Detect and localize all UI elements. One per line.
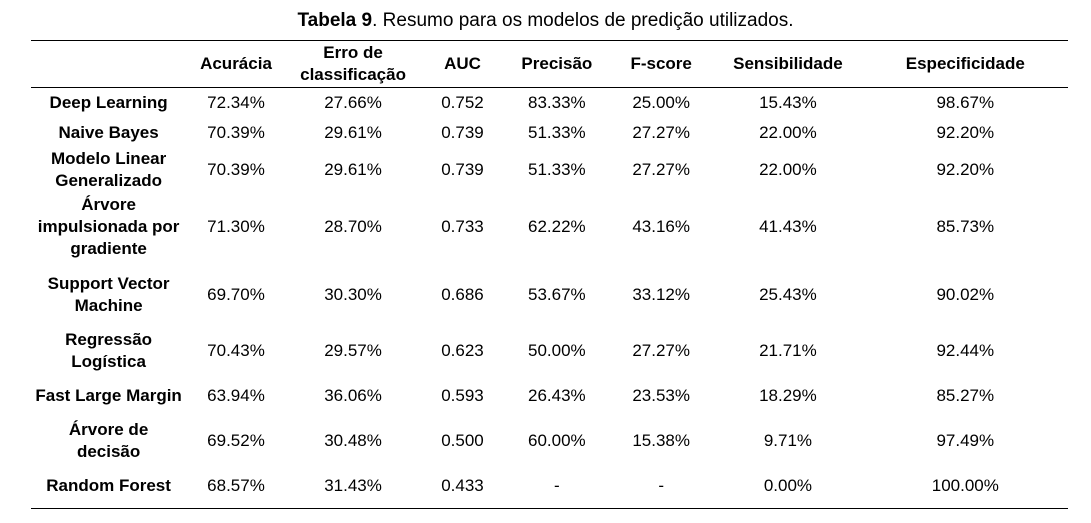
- cell-erro-classificacao: 31.43%: [324, 475, 382, 495]
- cell-precisao: 51.33%: [528, 122, 586, 142]
- cell-especificidade: 92.20%: [936, 160, 995, 179]
- row-model-name: Random Forest: [46, 475, 171, 495]
- cell-especificidade: 92.20%: [936, 122, 995, 142]
- cell-f-score: 43.16%: [632, 216, 690, 236]
- cell-sensibilidade: 0.00%: [763, 475, 813, 495]
- cell-erro-classificacao: 29.57%: [324, 341, 382, 360]
- cell-precisao: 62.22%: [528, 216, 586, 236]
- cell-precisao: 83.33%: [528, 92, 586, 112]
- cell-auc: 0.739: [441, 160, 484, 179]
- cell-f-score: 33.12%: [632, 284, 690, 304]
- header-cell-sensibilidade: Sensibilidade: [733, 54, 843, 73]
- cell-erro-classificacao: 28.70%: [324, 216, 382, 236]
- cell-precisao: 60.00%: [528, 431, 586, 450]
- cell-f-score: 27.27%: [632, 122, 690, 142]
- cell-especificidade: 85.27%: [936, 386, 995, 405]
- cell-erro-classificacao: 29.61%: [324, 160, 382, 179]
- header-cell-acuracia: Acurácia: [200, 54, 272, 73]
- cell-erro-classificacao: 30.30%: [324, 284, 382, 304]
- header-cell-f-score: F-score: [630, 54, 692, 73]
- cell-auc: 0.623: [441, 341, 484, 360]
- header-cell-auc: AUC: [444, 54, 481, 73]
- cell-f-score: 27.27%: [632, 341, 690, 360]
- table-caption: Tabela 9. Resumo para os modelos de pred…: [0, 8, 1091, 34]
- cell-sensibilidade: 22.00%: [759, 160, 817, 179]
- cell-especificidade: 90.02%: [936, 284, 995, 304]
- cell-precisao: -: [554, 475, 560, 495]
- cell-acuracia: 68.57%: [207, 475, 265, 495]
- cell-precisao: 51.33%: [528, 160, 586, 179]
- table-row: Naive Bayes 70.39% 29.61% 0.739 51.33% 27.27%…: [31, 118, 1068, 148]
- table-row: Regressão Logística 70.43% 29.57% 0.623 50.0…: [31, 329, 1068, 374]
- table-caption-label: Tabela 9: [297, 10, 373, 31]
- header-cell-especificidade: Especificidade: [905, 54, 1025, 73]
- cell-precisao: 50.00%: [528, 341, 586, 360]
- cell-precisao: 26.43%: [528, 386, 586, 405]
- row-model-name: Regressão Logística: [65, 330, 153, 371]
- cell-precisao: 53.67%: [528, 284, 586, 304]
- row-model-name: Deep Learning: [49, 92, 168, 112]
- cell-acuracia: 69.52%: [207, 431, 265, 450]
- cell-especificidade: 100.00%: [931, 475, 999, 495]
- cell-acuracia: 70.39%: [207, 122, 265, 142]
- row-model-name: Naive Bayes: [58, 122, 159, 142]
- header-cell-erro-classificacao: Erro de classificação: [300, 43, 406, 84]
- cell-sensibilidade: 9.71%: [763, 431, 813, 450]
- cell-sensibilidade: 22.00%: [759, 122, 817, 142]
- row-model-name: Árvore impulsionada por gradiente: [37, 194, 180, 258]
- cell-f-score: 27.27%: [632, 160, 690, 179]
- cell-auc: 0.752: [441, 92, 484, 112]
- cell-sensibilidade: 21.71%: [759, 341, 817, 360]
- table-row: Modelo Linear Generalizado 70.39% 29.61% 0.…: [31, 148, 1068, 193]
- table-caption-text: . Resumo para os modelos de predição uti…: [372, 10, 794, 31]
- cell-acuracia: 70.39%: [207, 160, 265, 179]
- table-row: Support Vector Machine 69.70% 30.30% 0.686 5…: [31, 261, 1068, 329]
- cell-auc: 0.733: [441, 216, 484, 236]
- cell-sensibilidade: 15.43%: [759, 92, 817, 112]
- results-table: Acurácia Erro de classificação AUC Preci…: [31, 40, 1068, 509]
- cell-acuracia: 63.94%: [207, 386, 265, 405]
- header-row: Acurácia Erro de classificação AUC Preci…: [31, 40, 1068, 88]
- table-row: Random Forest 68.57% 31.43% 0.433 - - 0.00% 100…: [31, 464, 1068, 509]
- table-body: Deep Learning 72.34% 27.66% 0.752 83.33% 25.0…: [31, 88, 1068, 509]
- row-model-name: Árvore de decisão: [68, 420, 149, 461]
- cell-especificidade: 85.73%: [936, 216, 995, 236]
- cell-especificidade: 97.49%: [936, 431, 995, 450]
- row-model-name: Modelo Linear Generalizado: [50, 149, 167, 190]
- cell-auc: 0.433: [441, 475, 484, 495]
- cell-f-score: 25.00%: [632, 92, 690, 112]
- header-cell-precisao: Precisão: [521, 54, 593, 73]
- cell-acuracia: 71.30%: [207, 216, 265, 236]
- cell-especificidade: 92.44%: [936, 341, 995, 360]
- cell-acuracia: 72.34%: [207, 92, 265, 112]
- row-model-name: Fast Large Margin: [35, 386, 182, 405]
- cell-sensibilidade: 18.29%: [759, 386, 817, 405]
- cell-sensibilidade: 41.43%: [759, 216, 817, 236]
- cell-auc: 0.739: [441, 122, 484, 142]
- table-header: Acurácia Erro de classificação AUC Preci…: [31, 40, 1068, 88]
- cell-erro-classificacao: 29.61%: [324, 122, 382, 142]
- cell-erro-classificacao: 36.06%: [324, 386, 382, 405]
- table-row: Fast Large Margin 63.94% 36.06% 0.593 26.43%…: [31, 374, 1068, 419]
- row-model-name: Support Vector Machine: [47, 273, 170, 315]
- cell-erro-classificacao: 27.66%: [324, 92, 382, 112]
- cell-erro-classificacao: 30.48%: [324, 431, 382, 450]
- cell-f-score: -: [658, 475, 664, 495]
- cell-auc: 0.593: [441, 386, 484, 405]
- table-row: Deep Learning 72.34% 27.66% 0.752 83.33% 25.0…: [31, 88, 1068, 118]
- cell-auc: 0.686: [441, 284, 484, 304]
- cell-especificidade: 98.67%: [936, 92, 995, 112]
- table-row: Árvore de decisão 69.52% 30.48% 0.500 60.00%…: [31, 419, 1068, 464]
- table-row: Árvore impulsionada por gradiente 71.30% 2…: [31, 193, 1068, 261]
- cell-f-score: 23.53%: [632, 386, 690, 405]
- cell-f-score: 15.38%: [632, 431, 690, 450]
- cell-acuracia: 70.43%: [207, 341, 265, 360]
- cell-acuracia: 69.70%: [207, 284, 265, 304]
- cell-auc: 0.500: [441, 431, 484, 450]
- header-cell-model: [31, 41, 186, 88]
- cell-sensibilidade: 25.43%: [759, 284, 817, 304]
